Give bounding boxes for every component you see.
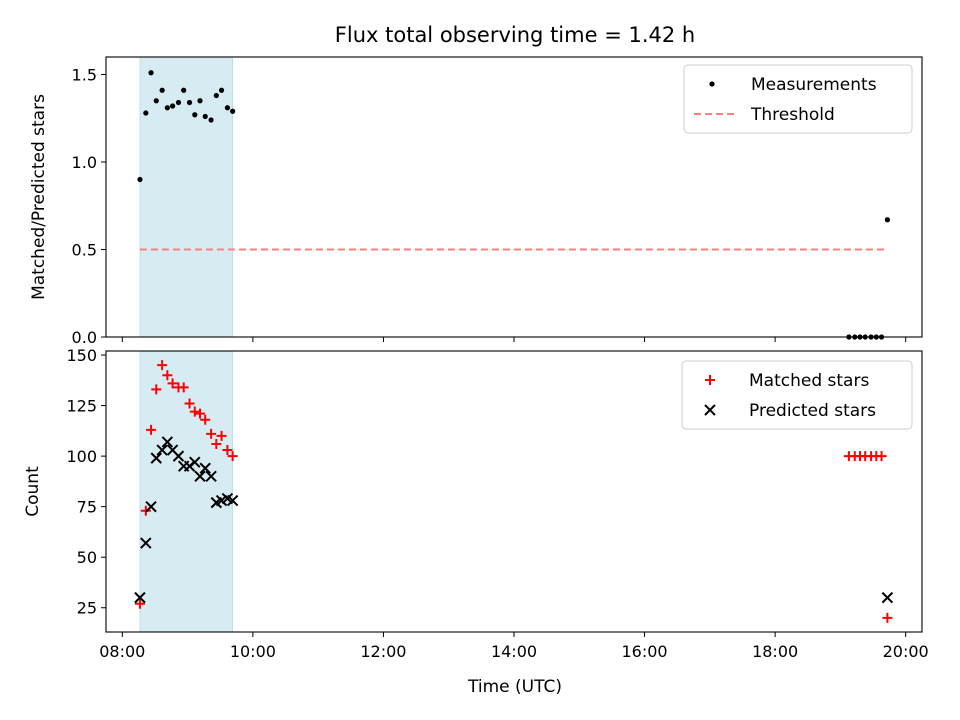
- y-tick-label: 100: [66, 447, 97, 466]
- data-point: [226, 494, 239, 507]
- legend-box: [683, 64, 913, 134]
- data-point: [184, 398, 195, 409]
- data-point: [882, 612, 893, 623]
- x-tick-label: 08:00: [99, 642, 145, 661]
- data-point: [192, 112, 198, 118]
- data-point: [230, 108, 236, 114]
- data-point: [200, 414, 211, 425]
- data-point: [167, 378, 178, 389]
- series-predicted-stars: [134, 436, 894, 604]
- legend-label: Threshold: [750, 105, 835, 125]
- y-tick-label: 0.5: [72, 241, 97, 260]
- y-tick-label: 125: [66, 397, 97, 416]
- data-point: [148, 70, 154, 76]
- y-tick-label: 1.5: [72, 66, 97, 85]
- data-point: [140, 537, 152, 549]
- data-point: [150, 452, 162, 464]
- data-point: [213, 92, 219, 99]
- data-point: [178, 382, 189, 393]
- data-point: [202, 113, 208, 120]
- legend-box: [681, 360, 913, 430]
- legend-marker: [709, 81, 715, 87]
- data-point: [143, 110, 149, 116]
- data-point: [157, 360, 168, 371]
- data-point: [224, 105, 231, 111]
- series-matched-stars: [134, 360, 893, 623]
- data-point: [189, 456, 201, 468]
- x-tick-label: 14:00: [491, 642, 537, 661]
- data-point: [216, 430, 227, 441]
- x-tick-label: 20:00: [883, 642, 929, 661]
- y-tick-label: 0.0: [72, 328, 97, 347]
- data-point: [205, 470, 217, 483]
- y-axis-label: Matched/Predicted stars: [29, 94, 49, 300]
- data-point: [172, 450, 185, 462]
- data-point: [146, 424, 157, 435]
- chart-title: Flux total observing time = 1.42 h: [335, 23, 695, 47]
- panel-0: 0.0 0.5 1.0 1.5 Matched/Predicted stars Measu…: [29, 56, 923, 347]
- data-point: [161, 436, 174, 448]
- data-point: [175, 99, 182, 106]
- legend-marker: [704, 404, 716, 416]
- data-point: [145, 500, 157, 513]
- series-measurements: [137, 70, 891, 340]
- data-point: [227, 451, 238, 462]
- data-point: [218, 87, 225, 93]
- data-point: [194, 470, 206, 483]
- data-point: [197, 98, 203, 104]
- data-point: [181, 87, 187, 93]
- data-point: [134, 591, 146, 604]
- panel-1: 25 50 75 100 125 150 08:00 10:00 12:00 14:00 16:00…: [23, 346, 929, 661]
- data-point: [222, 445, 233, 456]
- data-point: [199, 462, 211, 474]
- data-point: [195, 408, 206, 419]
- x-tick-label: 12:00: [360, 642, 406, 661]
- data-point: [169, 103, 176, 109]
- legend-label: Measurements: [751, 75, 877, 95]
- shaded-interval: [139, 56, 234, 338]
- y-tick-label: 25: [77, 599, 97, 618]
- shaded-interval: [139, 350, 234, 633]
- y-axis-label: Count: [23, 466, 43, 517]
- data-point: [208, 117, 214, 123]
- data-point: [211, 438, 222, 449]
- y-tick-label: 1.0: [72, 153, 97, 172]
- legend-label: Predicted stars: [749, 401, 876, 421]
- y-tick-label: 75: [77, 498, 97, 517]
- data-point: [876, 451, 887, 462]
- legend-label: Matched stars: [749, 371, 869, 391]
- legend-marker: [705, 375, 715, 385]
- legend: Matched stars Predicted stars: [681, 360, 913, 430]
- data-point: [134, 598, 145, 609]
- x-axis-label: Time (UTC): [467, 677, 562, 697]
- data-point: [153, 98, 159, 104]
- x-tick-label: 18:00: [752, 642, 798, 661]
- data-point: [137, 176, 143, 183]
- data-point: [884, 217, 891, 223]
- data-point: [164, 105, 170, 111]
- legend: Measurements Threshold: [683, 64, 913, 134]
- data-point: [156, 444, 168, 456]
- x-tick-label: 16:00: [622, 642, 668, 661]
- chart-panels: 0.0 0.5 1.0 1.5 Matched/Predicted stars Measu…: [23, 56, 929, 661]
- data-point: [159, 87, 165, 93]
- y-tick-label: 50: [77, 548, 97, 567]
- data-point: [206, 428, 217, 439]
- x-tick-label: 10:00: [230, 642, 276, 661]
- data-point: [189, 406, 200, 417]
- data-point: [162, 370, 173, 381]
- data-point: [881, 591, 894, 604]
- data-point: [186, 99, 193, 106]
- data-point: [151, 384, 162, 395]
- y-tick-label: 150: [66, 346, 97, 365]
